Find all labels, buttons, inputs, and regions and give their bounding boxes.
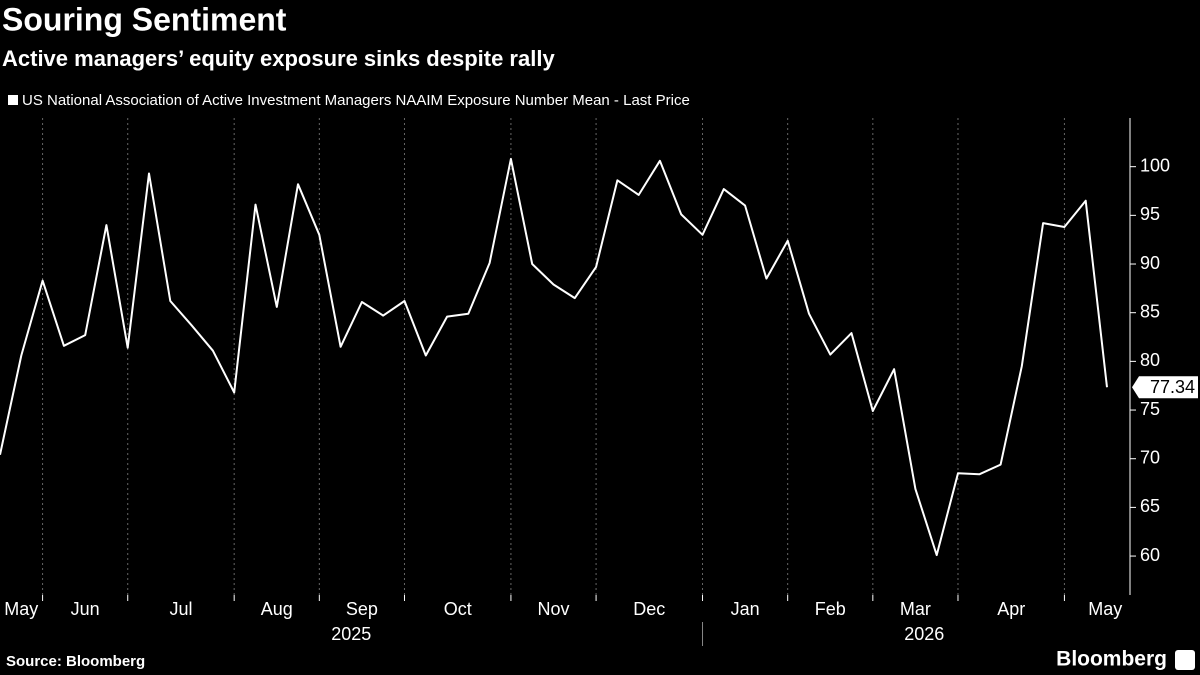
year-label: 2026: [904, 624, 944, 644]
x-tick-label: Apr: [997, 599, 1025, 619]
y-tick-label: 100: [1140, 155, 1170, 175]
y-tick-label: 60: [1140, 545, 1160, 565]
x-tick-label: Oct: [444, 599, 472, 619]
year-label: 2025: [331, 624, 371, 644]
x-tick-label: Jul: [169, 599, 192, 619]
series-line: [0, 157, 1108, 557]
y-tick-label: 70: [1140, 447, 1160, 467]
legend-label: US National Association of Active Invest…: [22, 92, 690, 109]
logo: Bloomberg: [1056, 648, 1167, 671]
source: Source: Bloomberg: [6, 653, 145, 670]
y-tick-label: 75: [1140, 399, 1160, 419]
x-tick-label: Aug: [261, 599, 293, 619]
x-tick-label: May: [4, 599, 38, 619]
y-tick-label: 65: [1140, 496, 1160, 516]
last-value-label: 77.34: [1150, 377, 1195, 397]
y-tick-label: 85: [1140, 301, 1160, 321]
logo-icon: [1175, 650, 1195, 670]
x-tick-label: May: [1088, 599, 1122, 619]
x-tick-label: Sep: [346, 599, 378, 619]
legend-swatch: [8, 95, 18, 105]
chart-title: Souring Sentiment: [2, 1, 287, 37]
chart-subtitle: Active managers’ equity exposure sinks d…: [2, 46, 555, 71]
x-tick-label: Dec: [633, 599, 665, 619]
x-tick-label: Jun: [71, 599, 100, 619]
y-tick-label: 95: [1140, 204, 1160, 224]
y-tick-label: 80: [1140, 350, 1160, 370]
y-tick-label: 90: [1140, 253, 1160, 273]
last-value-box: [1132, 376, 1198, 399]
x-tick-label: Feb: [815, 599, 846, 619]
x-tick-label: Nov: [537, 599, 569, 619]
x-tick-label: Mar: [900, 599, 931, 619]
x-tick-label: Jan: [731, 599, 760, 619]
